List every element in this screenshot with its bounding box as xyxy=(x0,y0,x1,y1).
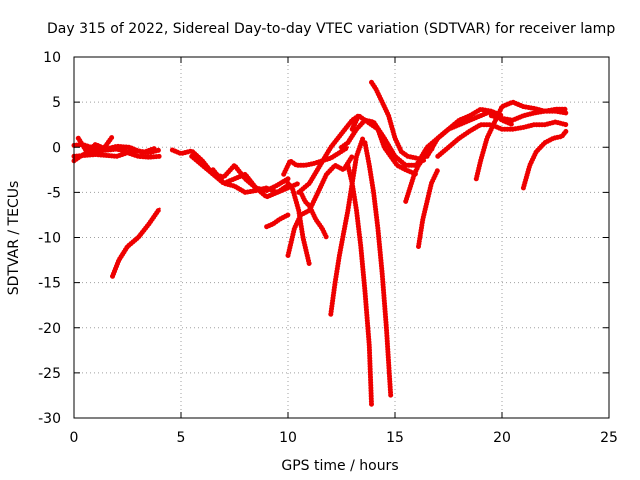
series-arc-late-dip-b xyxy=(416,167,441,249)
y-tick-label: -10 xyxy=(38,231,61,247)
series-arc-low-rise xyxy=(110,206,163,279)
series-markers xyxy=(520,128,569,191)
series-markers xyxy=(264,212,291,230)
chart-title: Day 315 of 2022, Sidereal Day-to-day VTE… xyxy=(47,21,615,37)
series-markers xyxy=(362,140,394,398)
series-markers xyxy=(435,119,569,159)
series-markers xyxy=(71,150,163,160)
series-arc-dip-a xyxy=(264,212,291,230)
series-arc-fall-b xyxy=(298,189,329,240)
y-axis-label: SDTVAR / TECUs xyxy=(6,181,22,296)
y-tick-label: -25 xyxy=(38,366,61,382)
series-arc-deep-rise xyxy=(328,135,366,317)
series-markers xyxy=(210,167,291,195)
series-markers xyxy=(296,113,362,195)
series-markers xyxy=(369,79,428,164)
series-markers xyxy=(345,162,374,407)
series-markers xyxy=(416,167,441,249)
series-markers xyxy=(488,106,569,123)
series-markers xyxy=(285,153,355,258)
y-tick-label: 5 xyxy=(52,95,61,111)
series-line xyxy=(522,129,568,189)
series-arc-mid-c xyxy=(210,167,291,195)
series-markers xyxy=(328,135,366,317)
series-arc-rise-a xyxy=(285,153,355,258)
series-arc-spike xyxy=(369,79,428,164)
series-arc-hump-b xyxy=(296,113,362,195)
series-arc-peak xyxy=(349,113,419,177)
x-tick-labels: 0 5 10 15 20 25 xyxy=(70,430,618,446)
y-tick-label: -15 xyxy=(38,276,61,292)
y-tick-label: 10 xyxy=(43,50,61,66)
series-markers xyxy=(110,206,163,279)
series-arc-deep-fall-a xyxy=(345,162,374,407)
x-tick-label: 5 xyxy=(177,430,186,446)
series-markers xyxy=(75,135,158,156)
series-arc-late-rise-f xyxy=(520,128,569,191)
y-tick-label: -5 xyxy=(47,185,61,201)
series-arc-mid-hump xyxy=(339,117,419,168)
x-tick-label: 25 xyxy=(600,430,618,446)
series-markers xyxy=(285,180,312,268)
x-axis-label: GPS time / hours xyxy=(281,458,398,474)
series-arc-late-rise-c xyxy=(435,119,569,159)
series-arc-hump-a xyxy=(281,144,351,177)
x-tick-label: 15 xyxy=(386,430,404,446)
x-tick-label: 0 xyxy=(70,430,79,446)
series-arc-early-d xyxy=(75,135,158,156)
axis-ticks xyxy=(73,56,610,419)
series-markers xyxy=(339,117,419,168)
y-tick-label: 0 xyxy=(52,140,61,156)
series-arc-fall-a xyxy=(285,180,312,268)
x-tick-label: 10 xyxy=(279,430,297,446)
y-tick-label: -30 xyxy=(38,411,61,427)
x-tick-label: 20 xyxy=(493,430,511,446)
series-arc-late-rise-e xyxy=(488,106,569,123)
series-arc-early-c xyxy=(71,150,163,160)
y-tick-labels: -30 -25 -20 -15 -10 -5 0 5 10 xyxy=(38,50,61,427)
y-tick-label: -20 xyxy=(38,321,61,337)
data-series xyxy=(71,79,569,407)
series-arc-deep-fall-b xyxy=(362,140,394,398)
series-markers xyxy=(298,189,329,240)
series-markers xyxy=(281,144,351,177)
series-markers xyxy=(349,113,419,177)
